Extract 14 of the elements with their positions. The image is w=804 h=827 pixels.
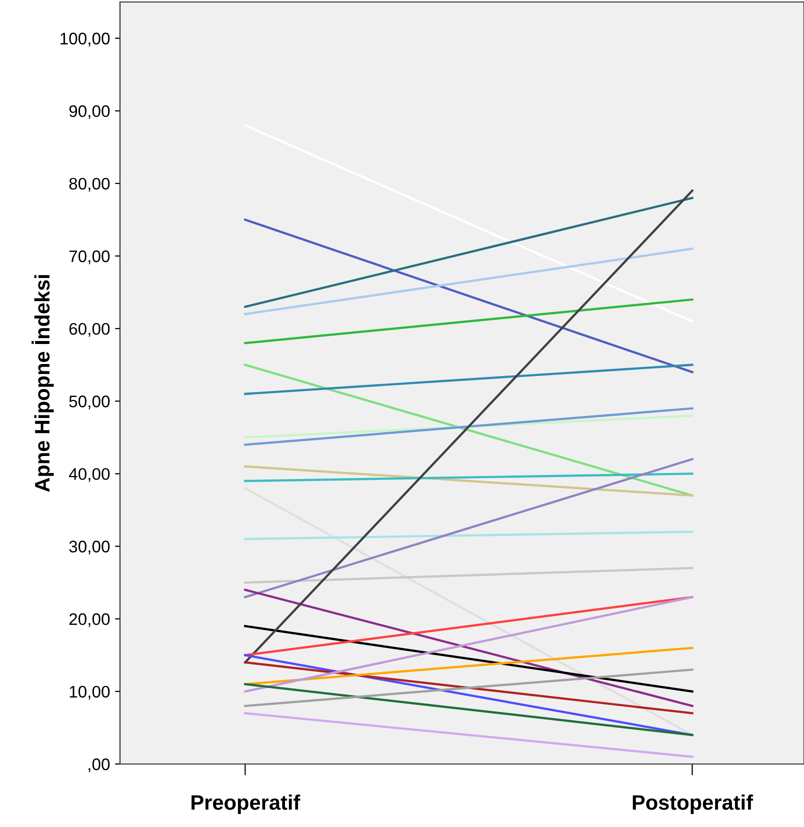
y-axis-title: Apne Hipopne İndeksi bbox=[32, 275, 54, 492]
y-tick-label: 70,00 bbox=[69, 250, 110, 264]
y-tick-label: 10,00 bbox=[70, 686, 110, 700]
y-tick-label: 40,00 bbox=[68, 468, 110, 482]
y-tick-label: 30,00 bbox=[69, 540, 110, 554]
x-tick-label: Preoperatif bbox=[192, 794, 300, 814]
x-tick-label: Postoperatif bbox=[632, 794, 754, 814]
y-tick-label: 100,00 bbox=[60, 32, 110, 46]
y-tick-label: 90,00 bbox=[69, 105, 110, 120]
y-tick-label: ,00 bbox=[88, 758, 110, 772]
y-tick-label: 20,00 bbox=[69, 613, 110, 628]
y-tick-label: 80,00 bbox=[69, 178, 110, 192]
y-tick-label: 50,00 bbox=[69, 396, 110, 410]
y-tick-label: 60,00 bbox=[69, 322, 110, 337]
